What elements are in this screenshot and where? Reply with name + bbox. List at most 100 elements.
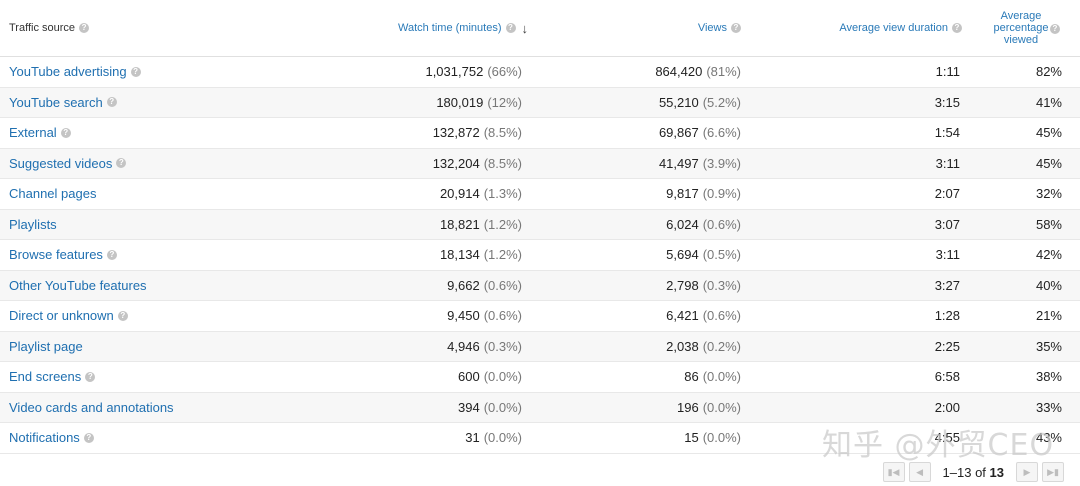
traffic-source-link[interactable]: External bbox=[9, 125, 57, 141]
table-row: Playlist page 4,946 (0.3%) 2,038 (0.2%) 2:25 3… bbox=[0, 331, 1080, 362]
question-circle-icon[interactable]: ? bbox=[79, 23, 90, 33]
traffic-source-link[interactable]: Playlists bbox=[9, 216, 57, 232]
question-circle-icon[interactable]: ? bbox=[85, 371, 96, 382]
table-row: End screens? 600 (0.0%) 86 (0.0%) 6:58 38% bbox=[0, 362, 1080, 393]
col-header-traffic-source[interactable]: Traffic source ? bbox=[9, 0, 329, 56]
views-percent: (0.2%) bbox=[702, 338, 741, 354]
question-circle-icon[interactable]: ? bbox=[60, 127, 71, 138]
question-circle-icon[interactable]: ? bbox=[83, 432, 94, 443]
col-header-avg-view-duration[interactable]: Average view duration ? bbox=[760, 0, 962, 56]
views-value: 2,038 bbox=[666, 338, 699, 354]
avg-pct-viewed-cell: 32% bbox=[968, 179, 1062, 209]
pagination-label: 1–13 of 13 bbox=[943, 465, 1004, 480]
col-header-watch-time[interactable]: Watch time (minutes) ? ↓ bbox=[300, 0, 528, 56]
views-percent: (81%) bbox=[706, 64, 741, 80]
traffic-source-link[interactable]: Video cards and annotations bbox=[9, 399, 174, 415]
views-cell: 86 (0.0%) bbox=[530, 362, 741, 392]
views-cell: 2,038 (0.2%) bbox=[530, 332, 741, 362]
avg-view-duration-value: 2:00 bbox=[934, 399, 960, 415]
traffic-source-link[interactable]: Playlist page bbox=[9, 338, 83, 354]
question-circle-icon[interactable]: ? bbox=[1050, 24, 1060, 34]
views-cell: 6,024 (0.6%) bbox=[530, 210, 741, 240]
watch-time-cell: 394 (0.0%) bbox=[300, 393, 522, 423]
watch-time-value: 4,946 bbox=[447, 338, 480, 354]
col-header-views[interactable]: Views ? bbox=[530, 0, 741, 56]
avg-view-duration-value: 6:58 bbox=[934, 369, 960, 385]
avg-pct-viewed-cell: 45% bbox=[968, 149, 1062, 179]
question-circle-icon[interactable]: ? bbox=[106, 249, 117, 260]
question-circle-icon[interactable]: ? bbox=[106, 97, 117, 108]
table-row: Video cards and annotations 394 (0.0%) 196(… bbox=[0, 392, 1080, 423]
question-circle-icon[interactable]: ? bbox=[731, 23, 741, 33]
table-row: Channel pages 20,914 (1.3%) 9,817 (0.9%) 2:07… bbox=[0, 179, 1080, 210]
avg-pct-viewed-value: 21% bbox=[1035, 308, 1062, 324]
avg-view-duration-cell: 1:28 bbox=[760, 301, 960, 331]
traffic-source-link[interactable]: Direct or unknown bbox=[9, 308, 114, 324]
traffic-source-link[interactable]: End screens bbox=[9, 369, 82, 385]
table-row: Browse features? 18,134 (1.2%) 5,694 (0.5%) 3… bbox=[0, 240, 1080, 271]
avg-view-duration-cell: 1:11 bbox=[760, 57, 960, 87]
watch-time-percent: (0.0%) bbox=[483, 430, 522, 446]
avg-pct-viewed-value: 42% bbox=[1035, 247, 1062, 263]
views-cell: 2,798 (0.3%) bbox=[530, 271, 741, 301]
watch-time-cell: 1,031,752 (66%) bbox=[300, 57, 522, 87]
watch-time-percent: (0.6%) bbox=[483, 277, 522, 293]
watch-time-cell: 132,204 (8.5%) bbox=[300, 149, 522, 179]
watch-time-cell: 18,134 (1.2%) bbox=[300, 240, 522, 270]
next-page-icon[interactable]: ▶ bbox=[1016, 462, 1038, 482]
traffic-source-cell: YouTube search? bbox=[9, 88, 329, 118]
traffic-source-link[interactable]: Channel pages bbox=[9, 186, 97, 202]
views-cell: 196 (0.0%) bbox=[530, 393, 741, 423]
views-percent: (0.6%) bbox=[702, 216, 741, 232]
avg-pct-viewed-cell: 21% bbox=[968, 301, 1062, 331]
avg-view-duration-cell: 6:58 bbox=[760, 362, 960, 392]
prev-page-icon[interactable]: ◀ bbox=[908, 462, 931, 482]
table-row: YouTube advertising? 1,031,752 (66%) 864,42… bbox=[0, 57, 1080, 88]
views-value: 69,867 bbox=[658, 125, 699, 141]
avg-view-duration-value: 1:28 bbox=[934, 308, 960, 324]
traffic-source-link[interactable]: Browse features bbox=[9, 247, 103, 263]
pagination-range: 1–13 of bbox=[942, 464, 986, 480]
avg-pct-viewed-cell: 42% bbox=[968, 240, 1062, 270]
watch-time-value: 1,031,752 bbox=[425, 64, 484, 80]
traffic-source-link[interactable]: Suggested videos bbox=[9, 155, 113, 171]
views-value: 2,798 bbox=[666, 277, 699, 293]
traffic-source-link[interactable]: Notifications bbox=[9, 430, 80, 446]
traffic-source-cell: End screens? bbox=[9, 362, 329, 392]
watch-time-percent: (8.5%) bbox=[483, 125, 522, 141]
avg-view-duration-cell: 3:11 bbox=[760, 149, 960, 179]
avg-view-duration-value: 1:11 bbox=[935, 64, 960, 80]
question-circle-icon[interactable]: ? bbox=[952, 23, 962, 33]
table-header: Traffic source ? Watch time (minutes) ? … bbox=[0, 0, 1080, 57]
watch-time-percent: (1.3%) bbox=[483, 186, 522, 202]
question-circle-icon[interactable]: ? bbox=[130, 66, 141, 77]
arrow-down-icon[interactable]: ↓ bbox=[521, 20, 529, 36]
traffic-source-link[interactable]: Other YouTube features bbox=[9, 277, 147, 293]
views-percent: (5.2%) bbox=[702, 94, 741, 110]
views-value: 55,210 bbox=[658, 94, 699, 110]
views-percent: (0.0%) bbox=[702, 399, 741, 415]
avg-view-duration-value: 4:55 bbox=[934, 430, 960, 446]
views-value: 9,817 bbox=[666, 186, 699, 202]
watch-time-value: 9,450 bbox=[447, 308, 480, 324]
watch-time-value: 132,872 bbox=[432, 125, 480, 141]
traffic-source-cell: Video cards and annotations bbox=[9, 393, 329, 423]
watch-time-percent: (0.3%) bbox=[483, 338, 522, 354]
watch-time-value: 132,204 bbox=[432, 155, 480, 171]
watch-time-cell: 600 (0.0%) bbox=[300, 362, 522, 392]
question-circle-icon[interactable]: ? bbox=[505, 23, 516, 33]
col-header-avg-pct-viewed[interactable]: Average percentage viewed ? bbox=[980, 0, 1062, 56]
question-circle-icon[interactable]: ? bbox=[116, 158, 127, 169]
watch-time-cell: 9,662 (0.6%) bbox=[300, 271, 522, 301]
first-page-icon[interactable]: ▮◀ bbox=[882, 462, 905, 482]
watch-time-cell: 18,821 (1.2%) bbox=[300, 210, 522, 240]
col-header-traffic-source-label: Traffic source bbox=[9, 22, 76, 34]
traffic-source-link[interactable]: YouTube search bbox=[9, 94, 103, 110]
last-page-icon[interactable]: ▶▮ bbox=[1042, 462, 1064, 482]
traffic-source-link[interactable]: YouTube advertising bbox=[9, 64, 127, 80]
avg-view-duration-cell: 4:55 bbox=[760, 423, 960, 453]
watch-time-percent: (0.6%) bbox=[483, 308, 522, 324]
views-value: 15 bbox=[684, 430, 699, 446]
question-circle-icon[interactable]: ? bbox=[117, 310, 128, 321]
avg-pct-viewed-value: 40% bbox=[1035, 277, 1062, 293]
